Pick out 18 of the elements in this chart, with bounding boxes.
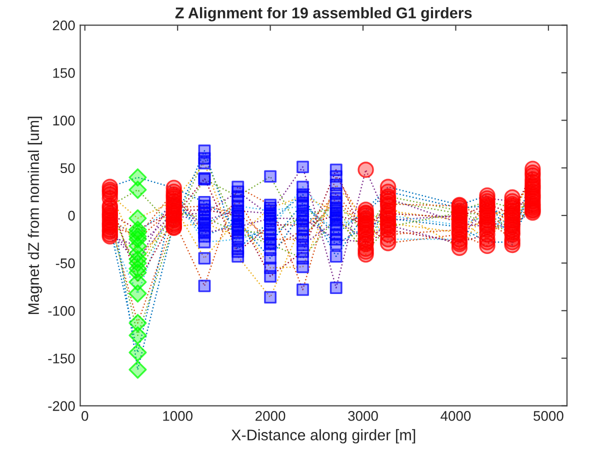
y-tick-label: -100	[48, 306, 75, 316]
y-tick-label: 100	[53, 116, 75, 126]
x-tick-label: 3000	[348, 411, 378, 421]
y-tick-label: -200	[48, 401, 75, 411]
y-axis-title: Magnet dZ from nominal [um]	[28, 116, 42, 314]
x-axis-title: X-Distance along girder [m]	[231, 429, 416, 444]
x-tick-label: 1000	[163, 411, 192, 421]
x-tick-label: 0	[82, 411, 88, 421]
x-tick-label: 2000	[256, 411, 286, 421]
y-tick-label: -50	[56, 258, 75, 268]
x-tick-label: 4000	[440, 411, 471, 421]
chart-title: Z Alignment for 19 assembled G1 girders	[175, 7, 472, 22]
y-tick-label: 50	[60, 163, 75, 174]
y-tick-label: 150	[53, 68, 75, 78]
x-tick-label: 5000	[534, 411, 564, 421]
y-tick-label: 200	[52, 20, 75, 30]
y-tick-label: 0	[68, 210, 75, 221]
y-tick-label: -150	[48, 354, 75, 364]
